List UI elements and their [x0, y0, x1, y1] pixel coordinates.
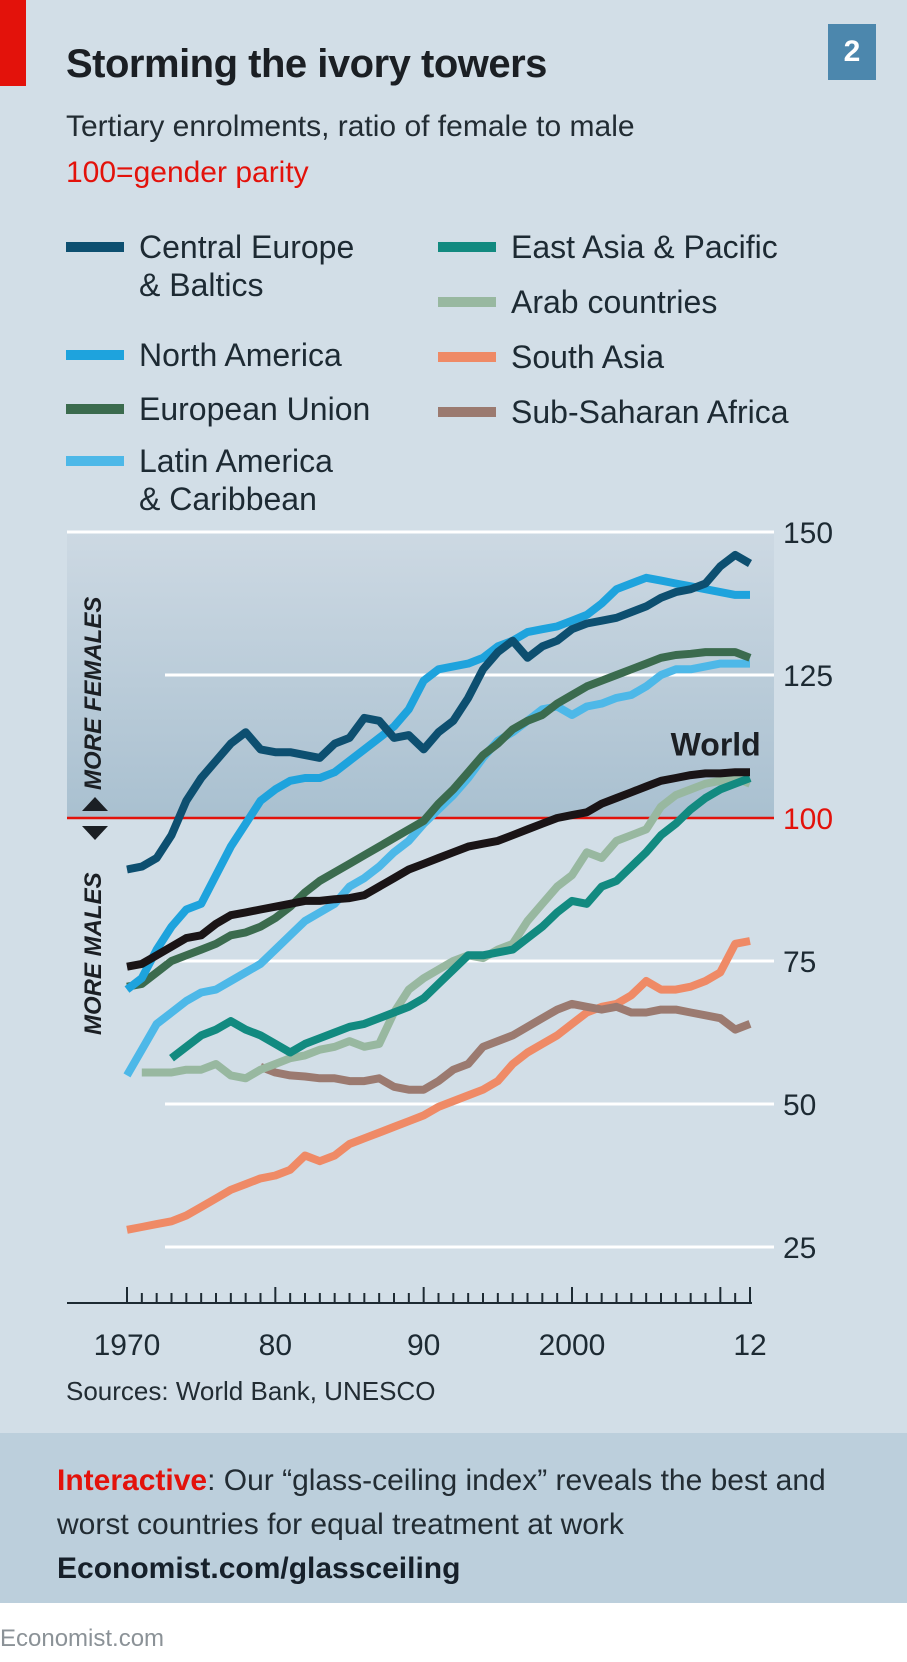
chart-subtitle: Tertiary enrolments, ratio of female to … — [66, 110, 635, 143]
chart-number-badge: 2 — [828, 24, 876, 80]
legend-item: North America — [66, 336, 342, 374]
economist-brand: Economist.com — [0, 1625, 165, 1652]
y-tick-label: 150 — [783, 517, 833, 550]
series-lines — [123, 550, 753, 1234]
legend-label: North America — [139, 337, 342, 373]
arrow-down-icon — [82, 826, 108, 840]
series-line-central-europe-baltics — [126, 550, 753, 874]
legend-item: Central Europe & Baltics — [66, 228, 354, 304]
series-line-east-asia-pacific — [169, 774, 752, 1062]
legend-item: Latin America & Caribbean — [66, 442, 333, 518]
sources-note: Sources: World Bank, UNESCO — [66, 1376, 436, 1406]
x-tick-label: 12 — [733, 1329, 766, 1362]
glassceiling-link[interactable]: Economist.com/glassceiling — [57, 1552, 461, 1585]
chart-title: Storming the ivory towers — [66, 42, 547, 86]
legend-swatch — [438, 407, 496, 417]
y-tick-label: 75 — [783, 946, 816, 979]
x-tick-label: 1970 — [94, 1329, 161, 1362]
world-annotation: World — [671, 726, 761, 762]
legend-item: East Asia & Pacific — [438, 228, 778, 266]
legend-label: Latin America & Caribbean — [139, 443, 333, 517]
promo-text: Interactive: Our “glass-ceiling index” r… — [57, 1459, 897, 1591]
series-line-european-union — [126, 648, 752, 991]
legend-swatch — [438, 297, 496, 307]
legend-item: Sub-Saharan Africa — [438, 393, 789, 431]
direction-arrows — [82, 797, 108, 840]
red-corner-tag — [0, 0, 26, 86]
series-line-world — [126, 768, 750, 971]
legend-label: Arab countries — [511, 284, 718, 320]
gridlines — [67, 530, 774, 1249]
legend-swatch — [438, 352, 496, 362]
legend-swatch — [438, 242, 496, 252]
legend-swatch — [66, 404, 124, 414]
legend-item: Arab countries — [438, 283, 717, 321]
x-tick-label: 90 — [407, 1329, 440, 1362]
y-tick-label: 125 — [783, 660, 833, 693]
series-line-arab-countries — [141, 774, 752, 1083]
legend-label: East Asia & Pacific — [511, 229, 778, 265]
line-chart: 25 50 75 100 125 150 1970 80 90 2000 12 World — [67, 517, 833, 1362]
legend-label: European Union — [139, 391, 371, 427]
legend-item: South Asia — [438, 338, 664, 376]
arrow-up-icon — [82, 797, 108, 811]
legend-label: South Asia — [511, 339, 664, 375]
promo-description: : Our “glass-ceiling index” reveals the … — [57, 1464, 826, 1541]
legend-label: Sub-Saharan Africa — [511, 394, 789, 430]
series-line-north-america — [124, 573, 750, 993]
x-tick-label: 2000 — [539, 1329, 606, 1362]
more-females-label: MORE FEMALES — [80, 596, 107, 790]
x-axis: 1970 80 90 2000 12 — [67, 1287, 767, 1362]
legend-swatch — [66, 456, 124, 466]
parity-note: 100=gender parity — [66, 156, 309, 189]
series-line-sub-saharan-africa — [259, 999, 752, 1094]
x-tick-label: 80 — [259, 1329, 292, 1362]
legend-swatch — [66, 350, 124, 360]
y-axis-labels: 25 50 75 100 125 150 — [783, 517, 833, 1265]
y-tick-label: 25 — [783, 1232, 816, 1265]
series-line-south-asia — [126, 937, 751, 1234]
promo-box: Interactive: Our “glass-ceiling index” r… — [0, 1433, 907, 1603]
y-tick-label: 50 — [783, 1089, 816, 1122]
legend-swatch — [66, 242, 124, 252]
legend-label: Central Europe & Baltics — [139, 229, 355, 303]
more-males-label: MORE MALES — [80, 872, 107, 1035]
legend-item: European Union — [66, 390, 370, 428]
promo-interactive-label: Interactive — [57, 1464, 208, 1497]
y-tick-label: 100 — [783, 803, 833, 836]
